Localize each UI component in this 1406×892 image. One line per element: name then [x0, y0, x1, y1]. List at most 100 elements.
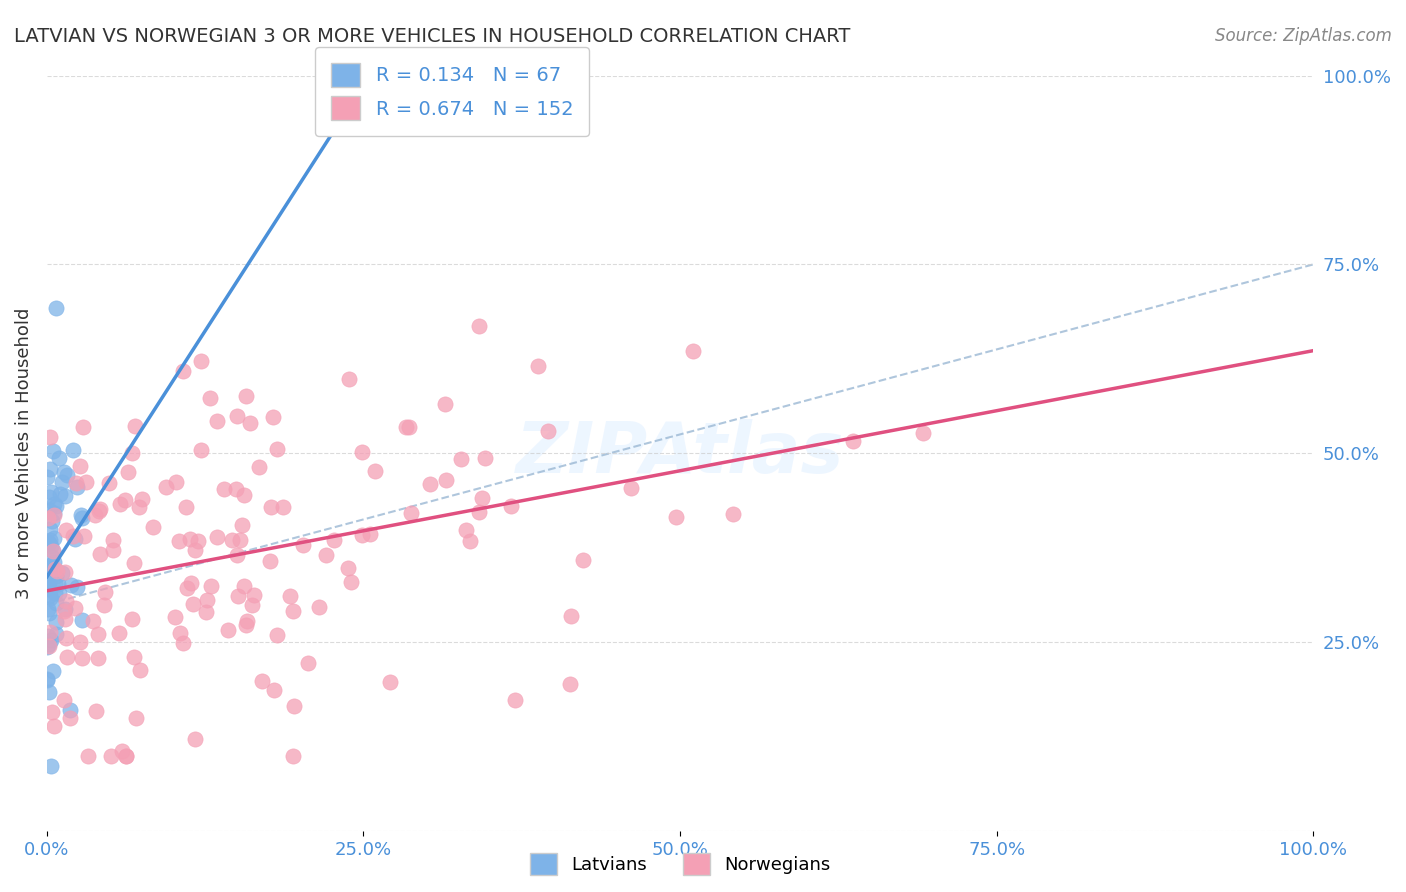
- Norwegians: [217, 623, 239, 637]
- Latvians: [39, 484, 62, 499]
- Latvians: [37, 560, 59, 574]
- Norwegians: [172, 636, 194, 650]
- Norwegians: [56, 649, 79, 664]
- Norwegians: [458, 534, 481, 549]
- Norwegians: [69, 634, 91, 648]
- Norwegians: [72, 420, 94, 434]
- Y-axis label: 3 or more Vehicles in Household: 3 or more Vehicles in Household: [15, 308, 32, 599]
- Latvians: [44, 576, 66, 591]
- Latvians: [37, 602, 59, 616]
- Norwegians: [232, 579, 254, 593]
- Norwegians: [359, 527, 381, 541]
- Norwegians: [55, 631, 77, 645]
- Latvians: [66, 480, 89, 494]
- Norwegians: [89, 547, 111, 561]
- Norwegians: [131, 492, 153, 507]
- Latvians: [44, 531, 66, 545]
- Norwegians: [69, 458, 91, 473]
- Norwegians: [721, 507, 744, 521]
- Latvians: [51, 566, 73, 581]
- Latvians: [45, 499, 67, 513]
- Latvians: [60, 577, 83, 591]
- Latvians: [56, 468, 79, 483]
- Norwegians: [122, 649, 145, 664]
- Latvians: [37, 673, 59, 688]
- Norwegians: [527, 359, 550, 373]
- Latvians: [49, 487, 72, 501]
- Norwegians: [89, 502, 111, 516]
- Latvians: [72, 511, 94, 525]
- Norwegians: [259, 554, 281, 568]
- Norwegians: [121, 446, 143, 460]
- Latvians: [59, 703, 82, 717]
- Norwegians: [101, 542, 124, 557]
- Norwegians: [190, 443, 212, 458]
- Norwegians: [55, 523, 77, 537]
- Norwegians: [63, 601, 86, 615]
- Norwegians: [84, 704, 107, 718]
- Norwegians: [155, 480, 177, 494]
- Norwegians: [471, 491, 494, 506]
- Latvians: [38, 606, 60, 620]
- Norwegians: [75, 475, 97, 489]
- Norwegians: [212, 482, 235, 496]
- Norwegians: [124, 419, 146, 434]
- Latvians: [39, 462, 62, 476]
- Latvians: [38, 574, 60, 589]
- Norwegians: [128, 500, 150, 514]
- Norwegians: [165, 475, 187, 489]
- Norwegians: [169, 626, 191, 640]
- Norwegians: [398, 420, 420, 434]
- Norwegians: [41, 705, 63, 719]
- Latvians: [37, 579, 59, 593]
- Norwegians: [180, 576, 202, 591]
- Norwegians: [77, 748, 100, 763]
- Norwegians: [142, 520, 165, 534]
- Latvians: [39, 522, 62, 536]
- Legend: Latvians, Norwegians: Latvians, Norwegians: [522, 846, 838, 882]
- Norwegians: [38, 624, 60, 639]
- Norwegians: [200, 579, 222, 593]
- Latvians: [45, 596, 67, 610]
- Norwegians: [571, 553, 593, 567]
- Text: LATVIAN VS NORWEGIAN 3 OR MORE VEHICLES IN HOUSEHOLD CORRELATION CHART: LATVIAN VS NORWEGIAN 3 OR MORE VEHICLES …: [14, 27, 851, 45]
- Norwegians: [82, 614, 104, 628]
- Norwegians: [292, 538, 315, 552]
- Norwegians: [181, 597, 204, 611]
- Norwegians: [98, 475, 121, 490]
- Norwegians: [352, 444, 374, 458]
- Latvians: [37, 582, 59, 597]
- Norwegians: [263, 682, 285, 697]
- Norwegians: [179, 532, 201, 546]
- Latvians: [42, 665, 65, 679]
- Norwegians: [195, 605, 218, 619]
- Latvians: [53, 602, 76, 616]
- Norwegians: [911, 425, 934, 440]
- Norwegians: [167, 533, 190, 548]
- Norwegians: [84, 508, 107, 523]
- Norwegians: [682, 344, 704, 359]
- Latvians: [45, 301, 67, 315]
- Latvians: [62, 443, 84, 458]
- Norwegians: [281, 748, 304, 763]
- Latvians: [44, 496, 66, 510]
- Latvians: [42, 544, 65, 558]
- Norwegians: [172, 364, 194, 378]
- Norwegians: [44, 561, 66, 575]
- Latvians: [37, 535, 59, 549]
- Latvians: [45, 627, 67, 641]
- Latvians: [35, 470, 58, 484]
- Norwegians: [259, 500, 281, 514]
- Norwegians: [503, 693, 526, 707]
- Latvians: [52, 466, 75, 480]
- Norwegians: [55, 612, 77, 626]
- Norwegians: [114, 493, 136, 508]
- Norwegians: [231, 518, 253, 533]
- Norwegians: [620, 481, 643, 495]
- Latvians: [48, 585, 70, 599]
- Norwegians: [395, 419, 418, 434]
- Norwegians: [38, 639, 60, 653]
- Norwegians: [121, 611, 143, 625]
- Norwegians: [337, 372, 360, 386]
- Norwegians: [89, 504, 111, 518]
